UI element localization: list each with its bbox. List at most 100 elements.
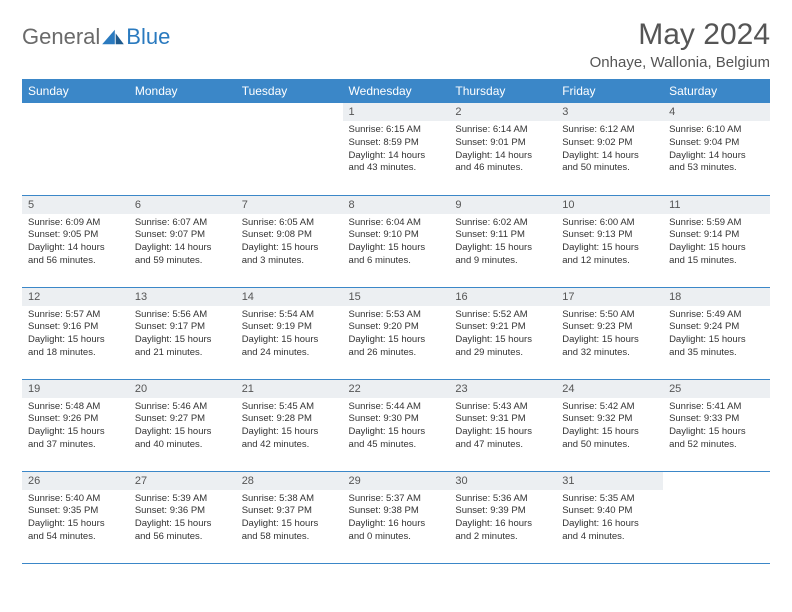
logo-word1: General [22, 24, 100, 50]
calendar-cell: 11Sunrise: 5:59 AMSunset: 9:14 PMDayligh… [663, 195, 770, 287]
calendar-cell: 24Sunrise: 5:42 AMSunset: 9:32 PMDayligh… [556, 379, 663, 471]
day-content: Sunrise: 5:46 AMSunset: 9:27 PMDaylight:… [129, 398, 236, 456]
weekday-header: Thursday [449, 79, 556, 103]
day-content: Sunrise: 5:39 AMSunset: 9:36 PMDaylight:… [129, 490, 236, 548]
day-number: 22 [343, 380, 450, 398]
day-content: Sunrise: 5:49 AMSunset: 9:24 PMDaylight:… [663, 306, 770, 364]
calendar-cell: 31Sunrise: 5:35 AMSunset: 9:40 PMDayligh… [556, 471, 663, 563]
day-content: Sunrise: 5:45 AMSunset: 9:28 PMDaylight:… [236, 398, 343, 456]
calendar-cell: 23Sunrise: 5:43 AMSunset: 9:31 PMDayligh… [449, 379, 556, 471]
day-content: Sunrise: 5:40 AMSunset: 9:35 PMDaylight:… [22, 490, 129, 548]
day-number: 16 [449, 288, 556, 306]
calendar-row: 19Sunrise: 5:48 AMSunset: 9:26 PMDayligh… [22, 379, 770, 471]
calendar-cell: 17Sunrise: 5:50 AMSunset: 9:23 PMDayligh… [556, 287, 663, 379]
day-number: 7 [236, 196, 343, 214]
day-content: Sunrise: 5:53 AMSunset: 9:20 PMDaylight:… [343, 306, 450, 364]
calendar-cell: 10Sunrise: 6:00 AMSunset: 9:13 PMDayligh… [556, 195, 663, 287]
day-content: Sunrise: 5:56 AMSunset: 9:17 PMDaylight:… [129, 306, 236, 364]
day-content: Sunrise: 6:15 AMSunset: 8:59 PMDaylight:… [343, 121, 450, 179]
calendar-cell: 3Sunrise: 6:12 AMSunset: 9:02 PMDaylight… [556, 103, 663, 195]
calendar-cell: 12Sunrise: 5:57 AMSunset: 9:16 PMDayligh… [22, 287, 129, 379]
day-content: Sunrise: 5:38 AMSunset: 9:37 PMDaylight:… [236, 490, 343, 548]
day-content: Sunrise: 6:10 AMSunset: 9:04 PMDaylight:… [663, 121, 770, 179]
calendar-cell: 28Sunrise: 5:38 AMSunset: 9:37 PMDayligh… [236, 471, 343, 563]
weekday-header: Wednesday [343, 79, 450, 103]
day-content: Sunrise: 5:48 AMSunset: 9:26 PMDaylight:… [22, 398, 129, 456]
day-content: Sunrise: 6:14 AMSunset: 9:01 PMDaylight:… [449, 121, 556, 179]
calendar-row: 1Sunrise: 6:15 AMSunset: 8:59 PMDaylight… [22, 103, 770, 195]
day-number: 23 [449, 380, 556, 398]
day-content: Sunrise: 5:41 AMSunset: 9:33 PMDaylight:… [663, 398, 770, 456]
calendar-cell: 18Sunrise: 5:49 AMSunset: 9:24 PMDayligh… [663, 287, 770, 379]
day-content: Sunrise: 5:54 AMSunset: 9:19 PMDaylight:… [236, 306, 343, 364]
day-content: Sunrise: 6:07 AMSunset: 9:07 PMDaylight:… [129, 214, 236, 272]
calendar-cell: 8Sunrise: 6:04 AMSunset: 9:10 PMDaylight… [343, 195, 450, 287]
header: General Blue May 2024 Onhaye, Wallonia, … [22, 18, 770, 71]
day-number: 18 [663, 288, 770, 306]
day-number: 5 [22, 196, 129, 214]
day-content: Sunrise: 5:44 AMSunset: 9:30 PMDaylight:… [343, 398, 450, 456]
calendar-cell-empty [236, 103, 343, 195]
day-number: 1 [343, 103, 450, 121]
day-number: 9 [449, 196, 556, 214]
logo-word2: Blue [126, 24, 170, 49]
day-number: 24 [556, 380, 663, 398]
day-number: 17 [556, 288, 663, 306]
calendar-cell: 2Sunrise: 6:14 AMSunset: 9:01 PMDaylight… [449, 103, 556, 195]
day-content: Sunrise: 5:50 AMSunset: 9:23 PMDaylight:… [556, 306, 663, 364]
day-number: 13 [129, 288, 236, 306]
day-content: Sunrise: 5:36 AMSunset: 9:39 PMDaylight:… [449, 490, 556, 548]
calendar-cell: 22Sunrise: 5:44 AMSunset: 9:30 PMDayligh… [343, 379, 450, 471]
logo-triangle-icon [102, 28, 124, 46]
calendar-cell: 7Sunrise: 6:05 AMSunset: 9:08 PMDaylight… [236, 195, 343, 287]
day-number: 2 [449, 103, 556, 121]
day-content: Sunrise: 5:35 AMSunset: 9:40 PMDaylight:… [556, 490, 663, 548]
calendar-cell: 13Sunrise: 5:56 AMSunset: 9:17 PMDayligh… [129, 287, 236, 379]
calendar-cell-empty [22, 103, 129, 195]
calendar-cell: 14Sunrise: 5:54 AMSunset: 9:19 PMDayligh… [236, 287, 343, 379]
calendar-table: SundayMondayTuesdayWednesdayThursdayFrid… [22, 79, 770, 564]
day-number: 10 [556, 196, 663, 214]
calendar-cell: 29Sunrise: 5:37 AMSunset: 9:38 PMDayligh… [343, 471, 450, 563]
day-content: Sunrise: 5:59 AMSunset: 9:14 PMDaylight:… [663, 214, 770, 272]
calendar-cell: 21Sunrise: 5:45 AMSunset: 9:28 PMDayligh… [236, 379, 343, 471]
day-content: Sunrise: 5:43 AMSunset: 9:31 PMDaylight:… [449, 398, 556, 456]
day-content: Sunrise: 6:04 AMSunset: 9:10 PMDaylight:… [343, 214, 450, 272]
day-number: 8 [343, 196, 450, 214]
location: Onhaye, Wallonia, Belgium [590, 54, 770, 71]
title-block: May 2024 Onhaye, Wallonia, Belgium [590, 18, 770, 71]
calendar-cell-empty [129, 103, 236, 195]
day-number: 6 [129, 196, 236, 214]
month-title: May 2024 [590, 18, 770, 52]
calendar-cell: 9Sunrise: 6:02 AMSunset: 9:11 PMDaylight… [449, 195, 556, 287]
calendar-cell: 4Sunrise: 6:10 AMSunset: 9:04 PMDaylight… [663, 103, 770, 195]
day-content: Sunrise: 6:02 AMSunset: 9:11 PMDaylight:… [449, 214, 556, 272]
calendar-row: 12Sunrise: 5:57 AMSunset: 9:16 PMDayligh… [22, 287, 770, 379]
day-content: Sunrise: 6:05 AMSunset: 9:08 PMDaylight:… [236, 214, 343, 272]
calendar-cell: 20Sunrise: 5:46 AMSunset: 9:27 PMDayligh… [129, 379, 236, 471]
weekday-header: Tuesday [236, 79, 343, 103]
calendar-cell: 6Sunrise: 6:07 AMSunset: 9:07 PMDaylight… [129, 195, 236, 287]
day-number: 28 [236, 472, 343, 490]
weekday-header: Sunday [22, 79, 129, 103]
weekday-header: Saturday [663, 79, 770, 103]
day-number: 29 [343, 472, 450, 490]
day-number: 21 [236, 380, 343, 398]
day-content: Sunrise: 5:57 AMSunset: 9:16 PMDaylight:… [22, 306, 129, 364]
calendar-cell: 26Sunrise: 5:40 AMSunset: 9:35 PMDayligh… [22, 471, 129, 563]
calendar-cell: 16Sunrise: 5:52 AMSunset: 9:21 PMDayligh… [449, 287, 556, 379]
day-number: 26 [22, 472, 129, 490]
calendar-cell: 27Sunrise: 5:39 AMSunset: 9:36 PMDayligh… [129, 471, 236, 563]
day-content: Sunrise: 6:12 AMSunset: 9:02 PMDaylight:… [556, 121, 663, 179]
day-content: Sunrise: 5:42 AMSunset: 9:32 PMDaylight:… [556, 398, 663, 456]
day-number: 14 [236, 288, 343, 306]
calendar-cell-empty [663, 471, 770, 563]
day-number: 12 [22, 288, 129, 306]
day-number: 27 [129, 472, 236, 490]
calendar-cell: 19Sunrise: 5:48 AMSunset: 9:26 PMDayligh… [22, 379, 129, 471]
calendar-row: 26Sunrise: 5:40 AMSunset: 9:35 PMDayligh… [22, 471, 770, 563]
day-number: 11 [663, 196, 770, 214]
day-number: 31 [556, 472, 663, 490]
calendar-body: 1Sunrise: 6:15 AMSunset: 8:59 PMDaylight… [22, 103, 770, 563]
day-content: Sunrise: 6:09 AMSunset: 9:05 PMDaylight:… [22, 214, 129, 272]
